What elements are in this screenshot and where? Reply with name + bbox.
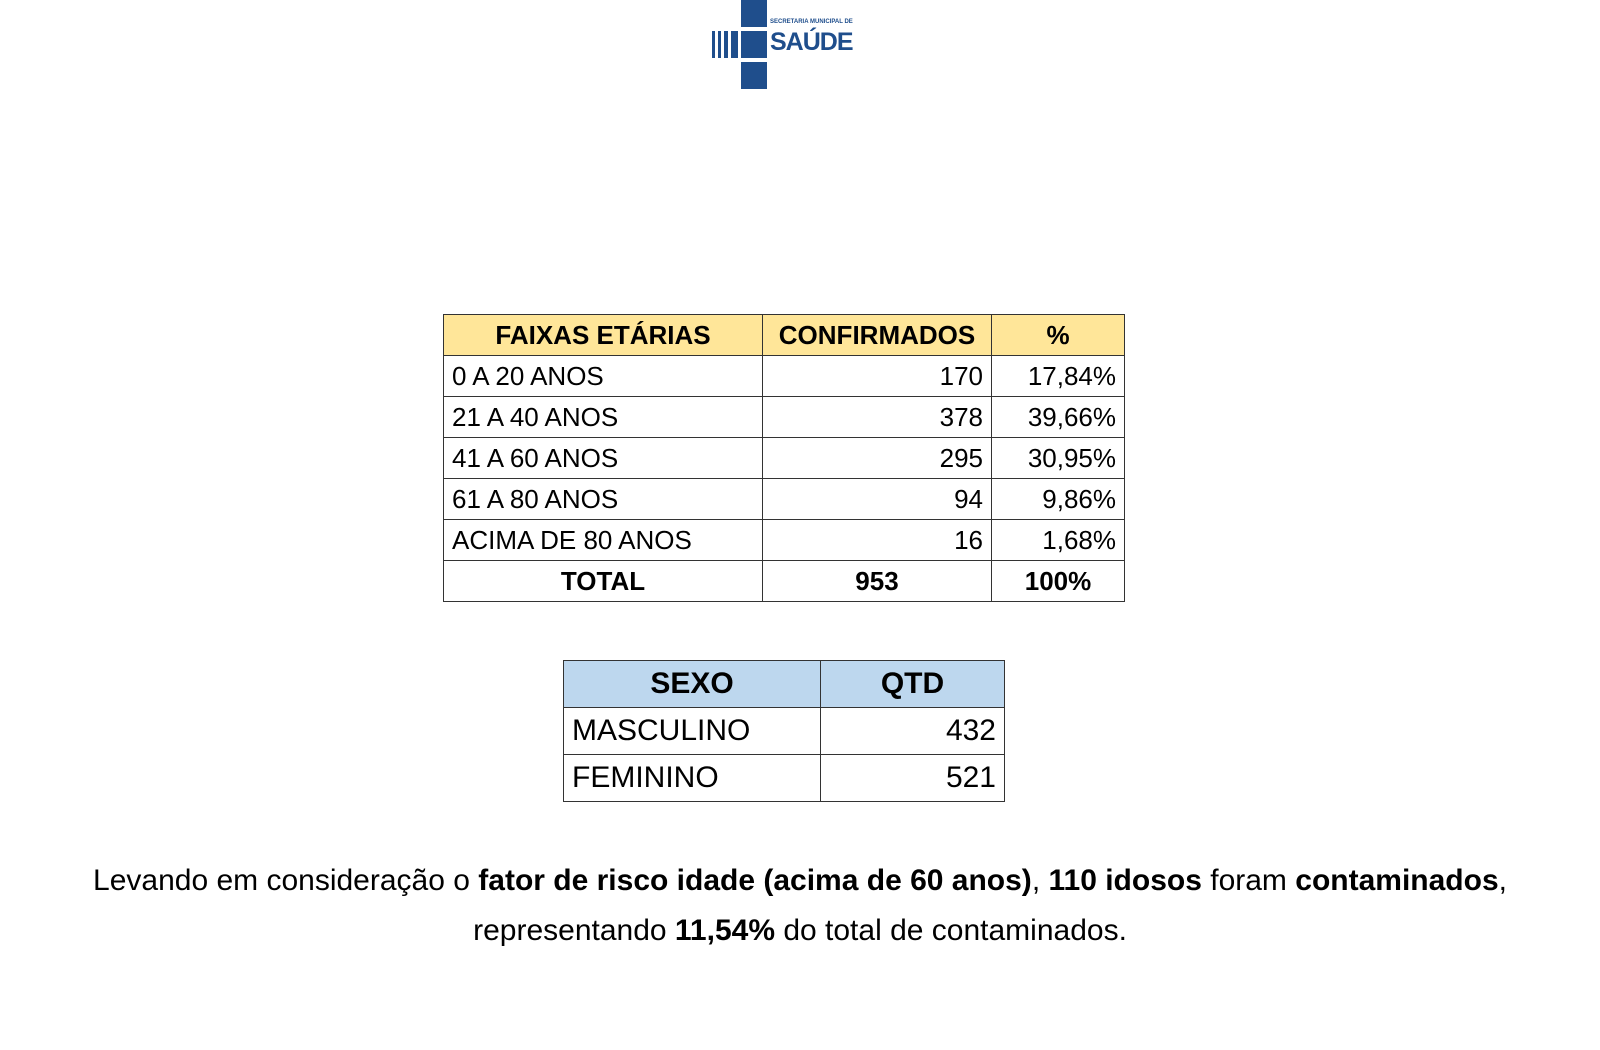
- sex: MASCULINO: [563, 707, 821, 755]
- logo-title: SAÚDE: [770, 28, 854, 56]
- bold-text: fator de risco idade (acima de 60 anos): [478, 864, 1032, 897]
- table-row: 0 A 20 ANOS 170 17,84%: [443, 355, 1125, 397]
- confirmed: 378: [762, 396, 992, 438]
- table-row: MASCULINO 432: [563, 707, 1005, 755]
- header-percent: %: [991, 314, 1125, 356]
- confirmed: 170: [762, 355, 992, 397]
- header-confirmed: CONFIRMADOS: [762, 314, 992, 356]
- header-sex: SEXO: [563, 660, 821, 708]
- summary-text: Levando em consideração o fator de risco…: [0, 856, 1600, 956]
- age-group: 0 A 20 ANOS: [443, 355, 763, 397]
- confirmed: 295: [762, 437, 992, 479]
- text: ,: [1498, 864, 1507, 897]
- sex: FEMININO: [563, 754, 821, 802]
- saude-logo: SECRETARIA MUNICIPAL DE SAÚDE: [712, 0, 862, 92]
- age-group: 21 A 40 ANOS: [443, 396, 763, 438]
- table-header-row: FAIXAS ETÁRIAS CONFIRMADOS %: [443, 314, 1125, 356]
- percent: 1,68%: [991, 519, 1125, 561]
- total-confirmed: 953: [762, 560, 992, 602]
- text: Levando em consideração o: [93, 864, 479, 897]
- text: representando: [473, 914, 675, 947]
- bold-text: contaminados: [1295, 864, 1499, 897]
- table-row: 61 A 80 ANOS 94 9,86%: [443, 478, 1125, 520]
- percent: 17,84%: [991, 355, 1125, 397]
- header-qty: QTD: [820, 660, 1005, 708]
- text: foram: [1201, 864, 1296, 897]
- qty: 432: [820, 707, 1005, 755]
- total-percent: 100%: [991, 560, 1125, 602]
- text: ,: [1031, 864, 1049, 897]
- table-row: ACIMA DE 80 ANOS 16 1,68%: [443, 519, 1125, 561]
- sex-table: SEXO QTD MASCULINO 432 FEMININO 521: [563, 660, 1005, 802]
- logo-subtitle: SECRETARIA MUNICIPAL DE: [770, 19, 853, 25]
- total-row: TOTAL 953 100%: [443, 560, 1125, 602]
- confirmed: 94: [762, 478, 992, 520]
- percent: 39,66%: [991, 396, 1125, 438]
- header-age-group: FAIXAS ETÁRIAS: [443, 314, 763, 356]
- confirmed: 16: [762, 519, 992, 561]
- bold-text: 110 idosos: [1048, 864, 1202, 897]
- table-header-row: SEXO QTD: [563, 660, 1005, 708]
- age-group: 61 A 80 ANOS: [443, 478, 763, 520]
- age-group-table: FAIXAS ETÁRIAS CONFIRMADOS % 0 A 20 ANOS…: [443, 314, 1125, 602]
- percent: 30,95%: [991, 437, 1125, 479]
- table-row: 41 A 60 ANOS 295 30,95%: [443, 437, 1125, 479]
- total-label: TOTAL: [443, 560, 763, 602]
- qty: 521: [820, 754, 1005, 802]
- age-group: ACIMA DE 80 ANOS: [443, 519, 763, 561]
- table-row: FEMININO 521: [563, 754, 1005, 802]
- age-group: 41 A 60 ANOS: [443, 437, 763, 479]
- summary-line-1: Levando em consideração o fator de risco…: [0, 856, 1600, 906]
- table-row: 21 A 40 ANOS 378 39,66%: [443, 396, 1125, 438]
- text: do total de contaminados.: [775, 914, 1127, 947]
- summary-line-2: representando 11,54% do total de contami…: [0, 906, 1600, 956]
- percent: 9,86%: [991, 478, 1125, 520]
- bold-text: 11,54%: [674, 914, 775, 947]
